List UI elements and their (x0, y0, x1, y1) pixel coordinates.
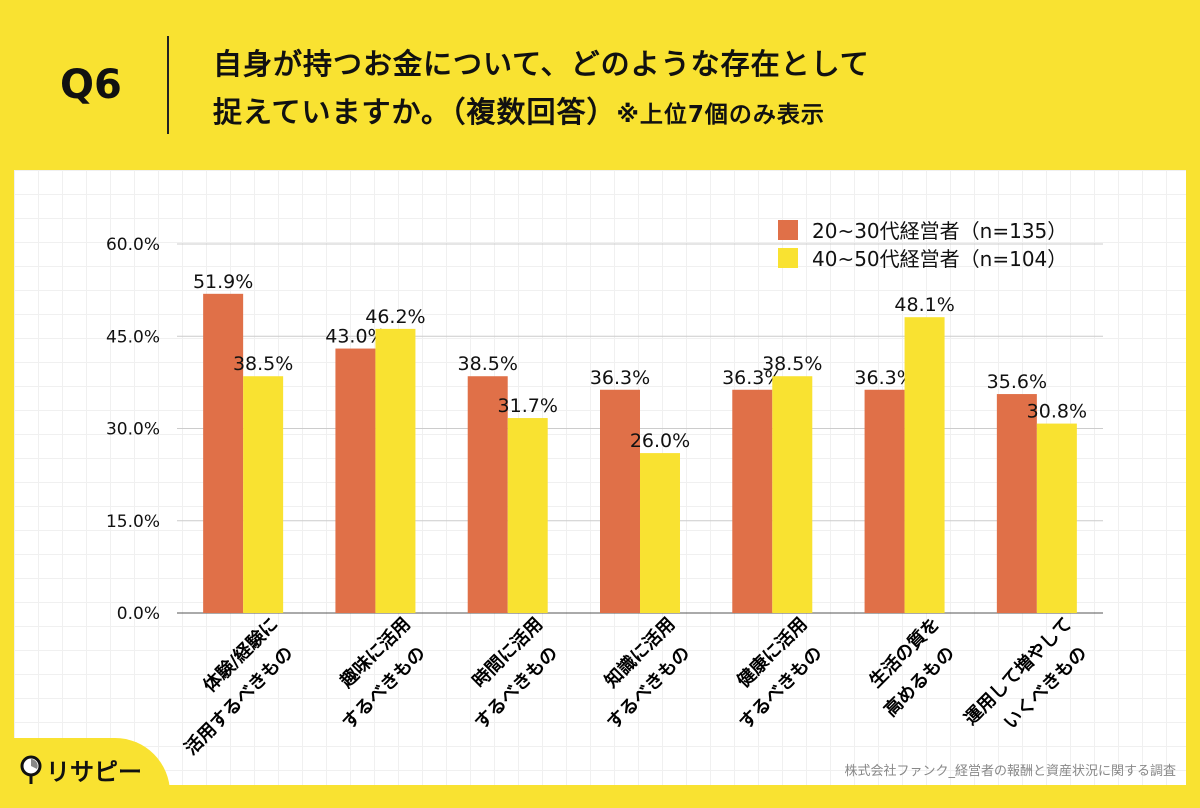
data-label: 31.7% (498, 395, 558, 417)
title-line1: 自身が持つお金について、どのような存在として (213, 47, 870, 81)
source-note: 株式会社ファンク_経営者の報酬と資産状況に関する調査 (844, 764, 1176, 779)
data-label: 26.0% (630, 430, 690, 452)
data-label: 36.3% (590, 367, 650, 389)
data-label: 48.1% (894, 294, 954, 316)
data-label: 36.3% (854, 367, 914, 389)
data-label: 38.5% (762, 353, 822, 375)
data-label: 35.6% (987, 371, 1047, 393)
title-note: ※上位7個のみ表示 (616, 102, 825, 128)
logo: リサピー (20, 752, 142, 787)
legend-swatch (778, 248, 798, 268)
legend-swatch (778, 220, 798, 240)
bar (864, 389, 905, 613)
y-tick-label: 30.0% (106, 420, 160, 440)
bar (203, 293, 244, 613)
bar (507, 418, 548, 613)
data-label: 51.9% (193, 271, 253, 293)
divider (167, 36, 169, 134)
bar (1036, 423, 1077, 613)
data-label: 38.5% (458, 353, 518, 375)
page-title: 自身が持つお金について、どのような存在として 捉えていますか。（複数回答）※上位… (213, 40, 870, 139)
bar (467, 376, 508, 613)
bar (732, 389, 773, 613)
bar (904, 317, 945, 613)
bar (335, 348, 376, 613)
y-tick-label: 45.0% (106, 327, 160, 347)
bar (600, 389, 640, 613)
title-line2-text: 捉えていますか。（複数回答） (213, 95, 617, 129)
logo-text: リサピー (46, 758, 142, 786)
y-tick-label: 0.0% (117, 604, 160, 624)
data-label: 38.5% (233, 353, 293, 375)
data-label: 36.3% (722, 367, 782, 389)
data-label: 30.8% (1027, 401, 1087, 423)
data-label: 43.0% (325, 326, 385, 348)
data-label: 46.2% (365, 306, 425, 328)
bar (375, 328, 416, 613)
bar (640, 453, 680, 613)
y-tick-label: 15.0% (106, 512, 160, 532)
question-number: Q6 (60, 62, 122, 108)
pin-icon (20, 755, 42, 784)
y-tick-label: 60.0% (106, 235, 160, 255)
bar (243, 376, 284, 613)
bar (996, 394, 1037, 613)
legend-label: 20~30代経営者（n=135） (812, 219, 1067, 243)
legend-label: 40~50代経営者（n=104） (812, 247, 1067, 271)
bar (772, 376, 813, 613)
title-line2: 捉えていますか。（複数回答）※上位7個のみ表示 (213, 88, 870, 139)
